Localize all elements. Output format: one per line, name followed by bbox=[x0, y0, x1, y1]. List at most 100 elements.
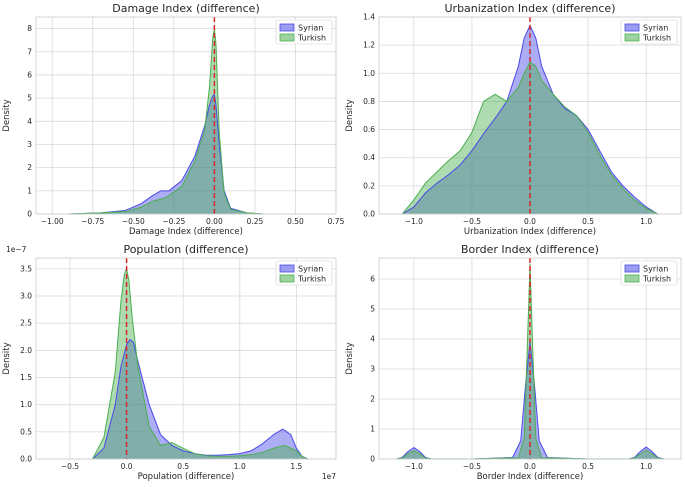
y-tick-label: 6 bbox=[370, 275, 375, 284]
legend-label-turkish: Turkish bbox=[642, 34, 671, 43]
legend-swatch-syrian bbox=[624, 23, 640, 32]
legend-swatch-syrian bbox=[279, 23, 295, 32]
y-tick-label: 8 bbox=[27, 24, 32, 33]
x-tick-label: −1.00 bbox=[41, 217, 64, 226]
y-tick-label: 0.2 bbox=[363, 181, 375, 190]
y-scale-label: 1e−7 bbox=[6, 245, 27, 254]
legend-swatch-syrian bbox=[624, 264, 640, 273]
x-tick-label: 1.5 bbox=[290, 462, 302, 471]
x-tick-label: −0.5 bbox=[463, 217, 481, 226]
y-tick-label: 3.5 bbox=[20, 264, 32, 273]
x-tick-label: −0.75 bbox=[81, 217, 104, 226]
x-tick-label: −0.50 bbox=[122, 217, 145, 226]
y-tick-label: 0.6 bbox=[363, 125, 375, 134]
x-tick-label: 0.50 bbox=[287, 217, 304, 226]
x-tick-label: 1.0 bbox=[234, 462, 246, 471]
y-tick-label: 5 bbox=[370, 305, 375, 314]
y-tick-label: 0.0 bbox=[363, 210, 375, 219]
legend-label-turkish: Turkish bbox=[297, 34, 326, 43]
series-line-turkish bbox=[92, 267, 308, 460]
y-axis-label: Density bbox=[345, 342, 355, 374]
y-tick-label: 1 bbox=[370, 425, 375, 434]
y-tick-label: 3 bbox=[27, 140, 32, 149]
chart-title: Urbanization Index (difference) bbox=[445, 2, 616, 15]
y-tick-label: 1.0 bbox=[20, 400, 32, 409]
y-tick-label: 2 bbox=[370, 395, 375, 404]
x-tick-label: 0.00 bbox=[206, 217, 223, 226]
plot-frame bbox=[378, 257, 682, 460]
y-tick-label: 1.4 bbox=[363, 13, 375, 22]
y-tick-label: 3.0 bbox=[20, 292, 32, 301]
x-tick-label: 0.75 bbox=[328, 217, 345, 226]
x-tick-label: −0.5 bbox=[463, 462, 481, 471]
legend-label-syrian: Syrian bbox=[298, 265, 323, 274]
chart-panel-4: −1.0 −0.5 0.0 0.5 1.0 0 1 2 3 4 5 6 Border Index (di… bbox=[345, 243, 682, 482]
series-area-syrian bbox=[396, 342, 664, 459]
series-line-turkish bbox=[396, 263, 664, 460]
y-tick-label: 4 bbox=[27, 117, 32, 126]
legend-label-syrian: Syrian bbox=[643, 265, 668, 274]
chart-title: Population (difference) bbox=[123, 243, 248, 256]
x-tick-label: 0.5 bbox=[177, 462, 189, 471]
legend-swatch-syrian bbox=[279, 264, 295, 273]
series-area-syrian bbox=[68, 94, 264, 214]
y-tick-label: 2.0 bbox=[20, 346, 32, 355]
legend-label-syrian: Syrian bbox=[643, 24, 668, 33]
y-tick-label: 6 bbox=[27, 70, 32, 79]
x-axis-label: Urbanization Index (difference) bbox=[464, 227, 596, 237]
series-area-syrian bbox=[402, 25, 658, 214]
y-tick-label: 3 bbox=[370, 365, 375, 374]
legend-label-syrian: Syrian bbox=[298, 24, 323, 33]
x-axis-label: Population (difference) bbox=[138, 472, 235, 482]
y-axis-label: Density bbox=[345, 99, 355, 131]
legend-swatch-turkish bbox=[624, 33, 640, 42]
y-tick-label: 0.4 bbox=[363, 153, 375, 162]
x-scale-label: 1e7 bbox=[322, 472, 336, 481]
chart-panel-1: −1.00 −0.75 −0.50 −0.25 0.00 0.25 0.50 0.75 0 1 2 3… bbox=[2, 2, 345, 237]
y-tick-label: 7 bbox=[27, 47, 32, 56]
series-line-turkish bbox=[401, 61, 658, 215]
legend-label-turkish: Turkish bbox=[297, 275, 326, 284]
x-tick-label: 0.0 bbox=[121, 462, 133, 471]
series-area-turkish bbox=[396, 264, 664, 459]
chart-panel-3: −0.5 0.0 0.5 1.0 1.5 0.0 0.5 1.0 1.5 2.0 2.5 3.0 3.5… bbox=[2, 243, 337, 482]
y-tick-label: 5 bbox=[27, 94, 32, 103]
x-tick-label: 0.0 bbox=[524, 462, 536, 471]
x-tick-label: 0.25 bbox=[247, 217, 264, 226]
y-axis-label: Density bbox=[2, 342, 12, 374]
series-area-syrian bbox=[92, 339, 308, 459]
x-axis-label: Damage Index (difference) bbox=[129, 227, 243, 237]
y-tick-label: 0.8 bbox=[363, 97, 375, 106]
chart-panel-2: −1.0 −0.5 0.0 0.5 1.0 0.0 0.2 0.4 0.6 0.8 1.0 1.2 1.… bbox=[345, 2, 682, 237]
legend-swatch-turkish bbox=[279, 274, 295, 283]
y-tick-label: 0.0 bbox=[20, 455, 32, 464]
legend-swatch-turkish bbox=[624, 274, 640, 283]
series-area-turkish bbox=[92, 268, 308, 459]
y-tick-label: 1 bbox=[27, 186, 32, 195]
x-tick-label: 0.5 bbox=[582, 217, 594, 226]
x-tick-label: 0.5 bbox=[582, 462, 594, 471]
x-tick-label: 1.0 bbox=[640, 217, 652, 226]
x-tick-label: −0.25 bbox=[162, 217, 185, 226]
y-tick-label: 0 bbox=[27, 210, 32, 219]
y-tick-label: 0.5 bbox=[20, 427, 32, 436]
x-tick-label: −0.5 bbox=[61, 462, 79, 471]
x-tick-label: −1.0 bbox=[405, 217, 423, 226]
x-axis-label: Border Index (difference) bbox=[477, 472, 584, 482]
legend-swatch-turkish bbox=[279, 33, 295, 42]
chart-title: Border Index (difference) bbox=[461, 243, 599, 256]
x-tick-label: 0.0 bbox=[524, 217, 536, 226]
y-tick-label: 1.5 bbox=[20, 373, 32, 382]
y-tick-label: 2 bbox=[27, 163, 32, 172]
x-tick-label: 1.0 bbox=[640, 462, 652, 471]
plot-frame bbox=[378, 16, 682, 215]
y-tick-label: 1.2 bbox=[363, 41, 375, 50]
plot-frame bbox=[35, 16, 337, 215]
plot-frame bbox=[35, 257, 337, 460]
y-tick-label: 0 bbox=[370, 455, 375, 464]
legend-label-turkish: Turkish bbox=[642, 275, 671, 284]
series-line-turkish bbox=[68, 28, 264, 215]
chart-title: Damage Index (difference) bbox=[112, 2, 260, 15]
y-tick-label: 4 bbox=[370, 335, 375, 344]
